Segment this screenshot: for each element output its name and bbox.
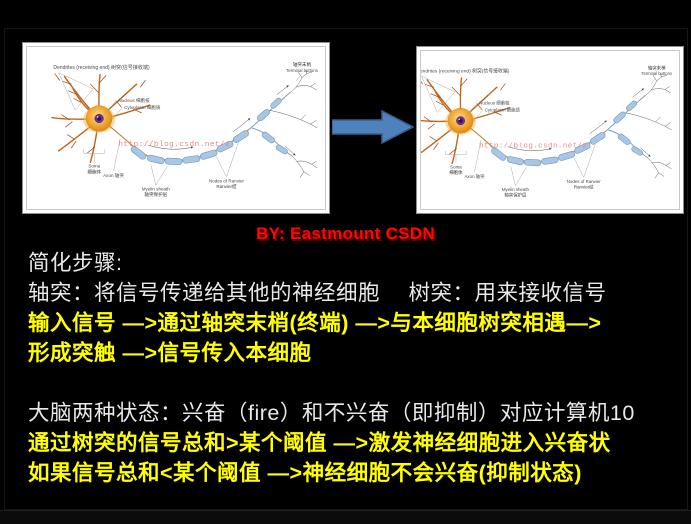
dendrites-twigs bbox=[421, 78, 506, 155]
text-line: 通过树突的信号总和>某个阈值 —>激发神经细胞进入兴奋状 bbox=[28, 431, 611, 455]
byline: BY: Eastmount CSDN bbox=[256, 224, 435, 243]
signal-flow-arrows bbox=[148, 85, 296, 156]
label-nodes-en: Nodes of Ranvier bbox=[209, 178, 245, 183]
text-line: 简化步骤: bbox=[28, 251, 123, 275]
label-cytoplasm: Cytoplasm 细胞质 bbox=[485, 106, 521, 113]
label-axon: Axon 轴突 bbox=[464, 173, 485, 180]
watermark-url: http://blog.csdn.net/z bbox=[479, 143, 587, 151]
arrow-right-icon bbox=[332, 109, 414, 145]
label-nodes-cn: Ranvier结 bbox=[216, 183, 237, 190]
nucleus-highlight bbox=[458, 118, 461, 121]
body-text: 简化步骤: 轴突：将信号传递给其他的神经细胞 树突：用来接收信号 输入信号 —>通过… bbox=[28, 248, 690, 488]
terminal-branches bbox=[625, 73, 672, 179]
label-axon: Axon 轴突 bbox=[103, 172, 124, 179]
text-line: 形成突触 —>信号传入本细胞 bbox=[28, 341, 312, 365]
label-dendrites: Dendrites (receiving end) 树突(信号接收端) bbox=[421, 67, 510, 74]
label-myelin-en: Myelin sheath bbox=[502, 187, 530, 192]
label-terminal-en: Terminal buttons bbox=[641, 71, 672, 76]
text-line: 输入信号 —>通过轴突末梢(终端) —>与本细胞树突相遇—> bbox=[28, 311, 602, 335]
text-line bbox=[28, 368, 690, 398]
text-line: 大脑两种状态：兴奋（fire）和不兴奋（即抑制）对应计算机10 bbox=[28, 401, 635, 425]
label-soma-cn: 细胞体 bbox=[449, 169, 463, 176]
label-soma-en: Soma bbox=[450, 165, 462, 170]
bottom-edge bbox=[0, 510, 691, 524]
neuron-diagram-left: Dendrites (receiving end) 树突(信号接收端) Nucl… bbox=[22, 42, 330, 214]
label-myelin-cn: 轴突保护层 bbox=[504, 191, 527, 198]
label-nucleus: Nucleus 细胞核 bbox=[118, 97, 150, 104]
watermark-url: http://blog.csdn.net/z bbox=[118, 141, 230, 149]
label-cytoplasm: Cytoplasm 细胞质 bbox=[124, 104, 161, 111]
dendrites-twigs bbox=[54, 73, 146, 154]
label-terminal-cn: 轴突末梢 bbox=[648, 65, 666, 72]
label-nodes-cn: Ranvier结 bbox=[574, 184, 594, 191]
label-myelin-cn: 轴突保护层 bbox=[144, 191, 167, 198]
neuron-diagram-right-frame: Dendrites (receiving end) 树突(信号接收端) Nucl… bbox=[420, 50, 680, 210]
label-terminal-cn: 轴突末梢 bbox=[293, 61, 312, 68]
label-leader-lines bbox=[58, 72, 301, 186]
label-nodes-en: Nodes of Ranvier bbox=[567, 179, 602, 184]
neuron-illustration: Dendrites (receiving end) 树突(信号接收端) Nucl… bbox=[421, 65, 672, 198]
neuron-diagram-left-frame: Dendrites (receiving end) 树突(信号接收端) Nucl… bbox=[26, 46, 326, 210]
signal-flow-arrows bbox=[507, 88, 651, 157]
label-leader-lines bbox=[421, 75, 656, 186]
label-soma-en: Soma bbox=[88, 164, 100, 169]
label-myelin-en: Myelin sheath bbox=[142, 186, 171, 191]
terminal-branches bbox=[269, 69, 318, 178]
text-line: 轴突：将信号传递给其他的神经细胞 树突：用来接收信号 bbox=[28, 281, 607, 305]
neuron-diagram-right: Dendrites (receiving end) 树突(信号接收端) Nucl… bbox=[416, 46, 684, 214]
myelin-sheath bbox=[491, 100, 643, 167]
label-terminal-en: Terminal buttons bbox=[286, 68, 318, 73]
myelin-sheath bbox=[130, 97, 288, 166]
label-nucleus: Nucleus 细胞核 bbox=[479, 99, 510, 106]
neuron-illustration: Dendrites (receiving end) 树突(信号接收端) Nucl… bbox=[51, 61, 318, 198]
label-soma-cn: 细胞体 bbox=[87, 168, 101, 175]
text-line: 如果信号总和<某个阈值 —>神经细胞不会兴奋(抑制状态) bbox=[28, 461, 582, 485]
label-dendrites: Dendrites (receiving end) 树突(信号接收端) bbox=[53, 64, 150, 71]
nucleus-highlight bbox=[96, 116, 99, 118]
